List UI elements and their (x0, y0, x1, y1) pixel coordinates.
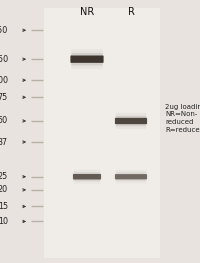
Bar (44, 8, 160, 258)
Text: 150: 150 (0, 55, 8, 64)
Text: NR: NR (80, 7, 94, 17)
Text: 75: 75 (0, 93, 8, 102)
FancyBboxPatch shape (116, 172, 146, 181)
Text: 100: 100 (0, 76, 8, 85)
Text: 37: 37 (0, 138, 8, 146)
Text: 10: 10 (0, 217, 8, 226)
Text: 50: 50 (0, 117, 8, 125)
FancyBboxPatch shape (116, 116, 146, 126)
FancyBboxPatch shape (70, 55, 104, 63)
Text: 2ug loading
NR=Non-
reduced
R=reduced: 2ug loading NR=Non- reduced R=reduced (165, 104, 200, 133)
FancyBboxPatch shape (73, 174, 101, 179)
Text: 15: 15 (0, 202, 8, 211)
FancyBboxPatch shape (115, 174, 147, 179)
Text: R: R (128, 7, 134, 17)
Text: 25: 25 (0, 172, 8, 181)
FancyBboxPatch shape (115, 118, 147, 124)
FancyBboxPatch shape (71, 53, 103, 65)
Text: 20: 20 (0, 185, 8, 194)
FancyBboxPatch shape (74, 172, 100, 181)
Text: 250: 250 (0, 26, 8, 35)
